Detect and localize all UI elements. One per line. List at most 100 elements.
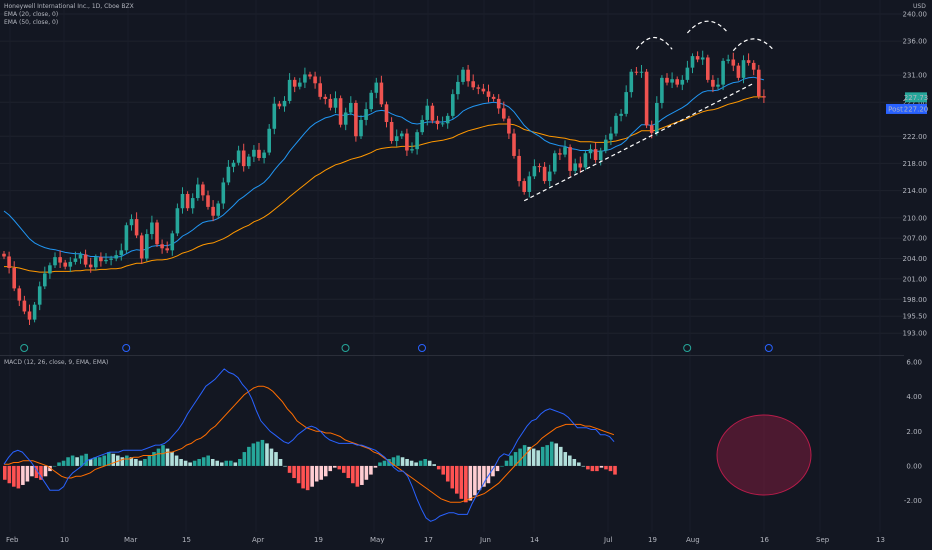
ema-50-line [4, 96, 764, 273]
candle-body [349, 102, 353, 113]
macd-histogram-bar [495, 465, 500, 472]
candle-body [180, 193, 185, 209]
time-axis[interactable]: Feb 10 Mar 15 Apr 19 May 17 Jun 14 Jul 19 Aug 16 Sep 13 [6, 536, 885, 544]
symbol-legend[interactable]: Honeywell International Inc., 1D, Cboe B… [4, 3, 134, 10]
price-tick-label: 218.00 [903, 160, 928, 168]
candle-body [466, 69, 470, 82]
macd-histogram-bar [39, 465, 43, 480]
macd-histogram-bar [260, 439, 265, 466]
macd-histogram-bar [34, 465, 39, 479]
candle-body [507, 118, 511, 134]
event-marker-icon [122, 344, 131, 352]
macd-histogram-bar [274, 452, 278, 466]
macd-histogram-bar [396, 455, 400, 466]
macd-histogram-bar [581, 465, 586, 467]
candle-body [660, 77, 664, 103]
candle-body [527, 176, 532, 192]
price-axis[interactable]: 240.00 236.00 231.00 227.00 222.00 218.00 214.… [903, 11, 928, 338]
macd-histogram-bar [247, 446, 251, 466]
time-tick-label: 15 [182, 536, 191, 544]
candle-body [359, 119, 363, 137]
candle-body [323, 96, 328, 99]
macd-histogram-bar [179, 458, 183, 466]
macd-histogram-bar [558, 446, 563, 466]
candle-body [675, 79, 679, 85]
candle-body [670, 79, 674, 83]
candle-body [27, 311, 32, 320]
price-tick-label: 198.00 [903, 296, 928, 304]
candle-body [267, 128, 271, 153]
candle-body [257, 149, 261, 158]
candle-body [522, 181, 526, 192]
candle-body [206, 195, 210, 207]
macd-histogram-bar [111, 453, 116, 466]
macd-histogram-bar [43, 465, 48, 477]
price-tick-label: 195.50 [903, 313, 928, 321]
candle-body [456, 81, 460, 95]
candle-body [190, 198, 195, 209]
price-tick-label: 240.00 [903, 11, 928, 19]
shoulder-arc [635, 36, 673, 50]
macd-histogram-bar [441, 465, 446, 475]
candle-body [481, 88, 486, 92]
candle-body [17, 288, 22, 301]
candle-body [502, 108, 506, 119]
macd-histogram-bar [455, 465, 459, 494]
candle-body [12, 268, 16, 289]
candle-body [379, 82, 384, 105]
candle-body [58, 257, 62, 263]
candle-body [99, 257, 103, 262]
candle-body [629, 71, 634, 93]
candle-body [338, 98, 343, 125]
candle-body [37, 286, 42, 305]
price-tick-label: 193.00 [903, 330, 928, 338]
ema-20-legend[interactable]: EMA (20, close, 0) [4, 11, 59, 18]
candle-body [292, 79, 297, 87]
candle-body [165, 248, 169, 251]
macd-histogram-bar [165, 448, 170, 466]
candle-body [196, 184, 200, 199]
candle-body [415, 132, 419, 150]
candle-body [43, 273, 47, 287]
macd-legend[interactable]: MACD (12, 26, close, 9, EMA, EMA) [4, 359, 109, 366]
candle-body [736, 65, 741, 78]
macd-tick-label: 4.00 [906, 393, 922, 401]
candle-body [593, 149, 598, 161]
candle-body [665, 77, 669, 83]
price-tick-label: 207.00 [903, 235, 928, 243]
macd-histogram-bar [283, 465, 287, 467]
candle-body [394, 136, 399, 142]
macd-axis[interactable]: 6.00 4.00 2.00 0.00 -2.00 [904, 359, 922, 506]
macd-histogram-bar [70, 455, 75, 466]
candle-body [496, 98, 501, 109]
candle-body [461, 69, 465, 82]
candle-body [695, 56, 700, 60]
macd-histogram-bar [504, 460, 509, 466]
candle-body [619, 113, 623, 116]
candle-body [170, 233, 175, 251]
macd-histogram-bar [373, 465, 378, 468]
macd-histogram-bar [3, 465, 7, 480]
macd-histogram-bar [7, 465, 12, 484]
candle-body [430, 105, 435, 121]
candle-body [634, 71, 639, 73]
candle-body [588, 149, 593, 154]
macd-histogram-bar [378, 462, 382, 466]
price-tick-label: 214.00 [903, 187, 928, 195]
candle-body [425, 105, 430, 120]
ema-50-legend[interactable]: EMA (50, close, 0) [4, 19, 59, 26]
macd-histogram-bar [391, 457, 396, 466]
macd-tick-label: 2.00 [906, 428, 922, 436]
time-tick-label: 19 [648, 536, 657, 544]
macd-histogram-bar [314, 465, 319, 482]
macd-histogram-bar [256, 441, 260, 466]
candle-body [731, 59, 736, 66]
candle-body [757, 69, 761, 97]
price-tick-label: 201.00 [903, 275, 928, 283]
signal-line [4, 385, 615, 503]
macd-histogram-bar [572, 458, 577, 466]
macd-histogram-bar [328, 465, 333, 472]
time-tick-label: Apr [252, 536, 264, 544]
macd-histogram-bar [61, 460, 66, 466]
